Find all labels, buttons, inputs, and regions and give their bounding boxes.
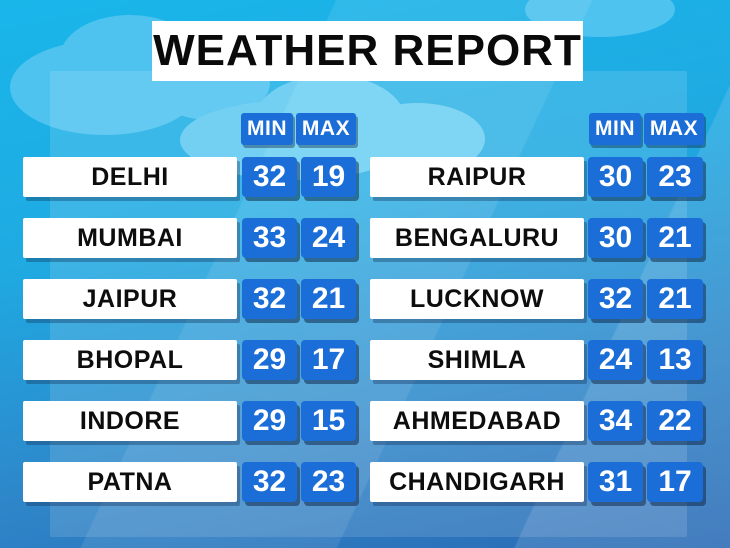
city-label: DELHI bbox=[23, 157, 237, 197]
min-column-header-left: MIN bbox=[241, 113, 293, 145]
table-row: PATNA 32 23 CHANDIGARH 31 17 bbox=[0, 462, 730, 502]
min-temp-value: 24 bbox=[588, 340, 643, 380]
min-column-header-right: MIN bbox=[589, 113, 641, 145]
min-temp-value: 29 bbox=[242, 401, 297, 441]
city-label: PATNA bbox=[23, 462, 237, 502]
min-temp-value: 29 bbox=[242, 340, 297, 380]
title-banner: WEATHER REPORT bbox=[152, 21, 583, 81]
min-temp-value: 33 bbox=[242, 218, 297, 258]
city-label: BENGALURU bbox=[370, 218, 584, 258]
table-row: BHOPAL 29 17 SHIMLA 24 13 bbox=[0, 340, 730, 380]
table-row: INDORE 29 15 AHMEDABAD 34 22 bbox=[0, 401, 730, 441]
min-temp-value: 34 bbox=[588, 401, 643, 441]
min-temp-value: 32 bbox=[242, 279, 297, 319]
min-temp-value: 30 bbox=[588, 157, 643, 197]
city-label: CHANDIGARH bbox=[370, 462, 584, 502]
max-temp-value: 21 bbox=[301, 279, 356, 319]
max-temp-value: 19 bbox=[301, 157, 356, 197]
table-row: JAIPUR 32 21 LUCKNOW 32 21 bbox=[0, 279, 730, 319]
city-label: JAIPUR bbox=[23, 279, 237, 319]
max-temp-value: 23 bbox=[647, 157, 703, 197]
max-column-header-left: MAX bbox=[296, 113, 356, 145]
city-label: BHOPAL bbox=[23, 340, 237, 380]
max-temp-value: 13 bbox=[647, 340, 703, 380]
max-temp-value: 17 bbox=[647, 462, 703, 502]
page-title: WEATHER REPORT bbox=[153, 26, 582, 75]
city-label: INDORE bbox=[23, 401, 237, 441]
max-temp-value: 24 bbox=[301, 218, 356, 258]
max-temp-value: 17 bbox=[301, 340, 356, 380]
city-label: RAIPUR bbox=[370, 157, 584, 197]
city-label: SHIMLA bbox=[370, 340, 584, 380]
city-label: AHMEDABAD bbox=[370, 401, 584, 441]
city-label: MUMBAI bbox=[23, 218, 237, 258]
table-row: DELHI 32 19 RAIPUR 30 23 bbox=[0, 157, 730, 197]
min-temp-value: 32 bbox=[242, 462, 297, 502]
max-temp-value: 22 bbox=[647, 401, 703, 441]
max-temp-value: 21 bbox=[647, 279, 703, 319]
min-temp-value: 31 bbox=[588, 462, 643, 502]
max-temp-value: 15 bbox=[301, 401, 356, 441]
table-row: MUMBAI 33 24 BENGALURU 30 21 bbox=[0, 218, 730, 258]
max-column-header-right: MAX bbox=[644, 113, 704, 145]
min-temp-value: 32 bbox=[242, 157, 297, 197]
max-temp-value: 21 bbox=[647, 218, 703, 258]
min-temp-value: 30 bbox=[588, 218, 643, 258]
max-temp-value: 23 bbox=[301, 462, 356, 502]
min-temp-value: 32 bbox=[588, 279, 643, 319]
city-label: LUCKNOW bbox=[370, 279, 584, 319]
